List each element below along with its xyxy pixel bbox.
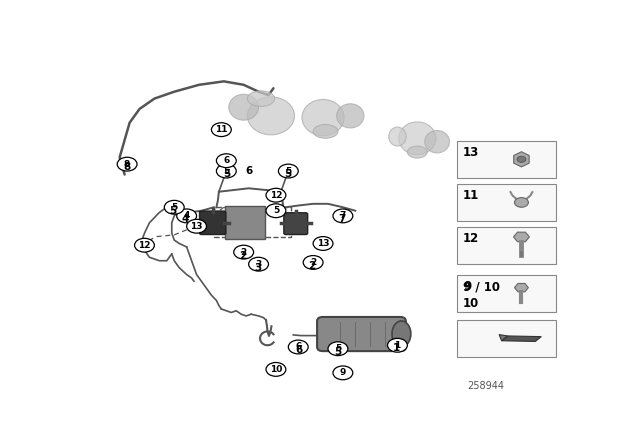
Circle shape <box>303 255 323 269</box>
FancyBboxPatch shape <box>284 213 308 234</box>
Circle shape <box>216 164 236 178</box>
Polygon shape <box>513 232 529 242</box>
Circle shape <box>266 362 286 376</box>
FancyBboxPatch shape <box>225 206 265 239</box>
Text: 7: 7 <box>340 211 346 220</box>
Text: 2: 2 <box>310 258 316 267</box>
Text: 6: 6 <box>223 156 230 165</box>
Circle shape <box>177 209 196 223</box>
Circle shape <box>164 200 184 214</box>
FancyBboxPatch shape <box>317 317 406 351</box>
Ellipse shape <box>399 122 436 155</box>
Text: 5: 5 <box>223 169 230 180</box>
Ellipse shape <box>302 99 344 136</box>
Ellipse shape <box>408 146 428 158</box>
Text: 258944: 258944 <box>467 381 504 391</box>
Ellipse shape <box>248 91 275 106</box>
Polygon shape <box>514 152 529 167</box>
Text: 12: 12 <box>269 191 282 200</box>
FancyBboxPatch shape <box>200 211 226 234</box>
Ellipse shape <box>388 127 406 146</box>
Circle shape <box>266 204 286 218</box>
Text: 4: 4 <box>182 214 189 224</box>
Circle shape <box>278 164 298 178</box>
Text: 13: 13 <box>463 146 479 159</box>
Text: 13: 13 <box>317 239 330 248</box>
Text: 5: 5 <box>335 344 341 353</box>
Circle shape <box>333 366 353 380</box>
Circle shape <box>234 245 253 259</box>
Text: 3: 3 <box>255 260 262 269</box>
Text: 8: 8 <box>123 162 131 172</box>
Text: 12: 12 <box>463 232 479 245</box>
Text: 13: 13 <box>190 222 203 231</box>
Text: 5: 5 <box>284 169 291 180</box>
Polygon shape <box>499 335 508 341</box>
Text: 12: 12 <box>138 241 151 250</box>
Text: 9: 9 <box>340 368 346 377</box>
Polygon shape <box>515 284 529 292</box>
Ellipse shape <box>337 104 364 128</box>
Text: 1: 1 <box>394 341 401 350</box>
Text: 6: 6 <box>295 342 301 352</box>
Text: 10: 10 <box>463 297 479 310</box>
Text: 7: 7 <box>338 214 346 224</box>
Circle shape <box>187 220 207 233</box>
Text: 2: 2 <box>239 250 246 261</box>
Ellipse shape <box>248 97 294 135</box>
FancyBboxPatch shape <box>457 141 556 178</box>
Text: 4: 4 <box>184 211 190 220</box>
Circle shape <box>134 238 154 252</box>
Text: 11: 11 <box>215 125 228 134</box>
Circle shape <box>117 157 137 171</box>
Text: 10: 10 <box>269 365 282 374</box>
Circle shape <box>211 123 231 137</box>
Circle shape <box>388 338 408 352</box>
Text: 6: 6 <box>245 166 252 176</box>
Text: 9 / 10: 9 / 10 <box>463 280 500 293</box>
Ellipse shape <box>425 130 449 153</box>
Circle shape <box>288 340 308 354</box>
Text: 5: 5 <box>285 167 291 176</box>
Circle shape <box>515 198 529 207</box>
Circle shape <box>313 237 333 250</box>
Circle shape <box>249 257 269 271</box>
Ellipse shape <box>313 125 338 138</box>
Text: 8: 8 <box>124 159 131 168</box>
Text: 2: 2 <box>241 248 247 257</box>
Ellipse shape <box>392 321 411 347</box>
Circle shape <box>216 154 236 168</box>
Text: 5: 5 <box>334 348 342 358</box>
Text: 5: 5 <box>273 206 279 215</box>
FancyBboxPatch shape <box>457 184 556 221</box>
Text: 5: 5 <box>171 203 177 212</box>
Ellipse shape <box>229 94 259 120</box>
Circle shape <box>333 209 353 223</box>
Text: 11: 11 <box>463 189 479 202</box>
FancyBboxPatch shape <box>457 275 556 313</box>
FancyBboxPatch shape <box>457 320 556 358</box>
Circle shape <box>517 156 526 163</box>
Text: 3: 3 <box>254 263 261 273</box>
Text: 5: 5 <box>223 167 230 176</box>
Text: 9: 9 <box>463 280 471 293</box>
Text: 1: 1 <box>393 343 400 353</box>
Text: 6: 6 <box>296 345 303 355</box>
Circle shape <box>266 188 286 202</box>
Text: 5: 5 <box>170 206 177 216</box>
Circle shape <box>328 342 348 356</box>
FancyBboxPatch shape <box>457 227 556 264</box>
Polygon shape <box>502 336 541 341</box>
Text: 2: 2 <box>308 261 316 271</box>
